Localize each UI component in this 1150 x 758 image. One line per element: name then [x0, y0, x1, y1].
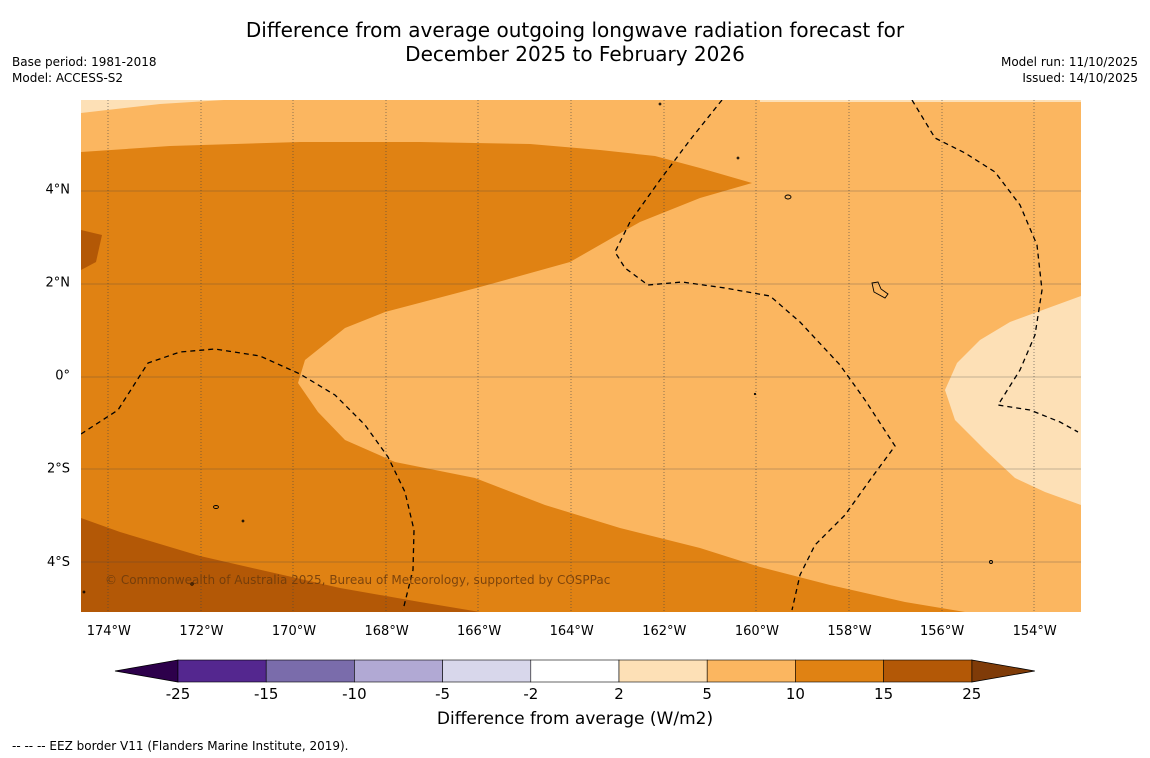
colorbar-segment [883, 659, 973, 683]
colorbar-tick-label: 15 [874, 685, 893, 700]
colorbar-segment [265, 659, 355, 683]
colorbar-tick-label: -25 [166, 685, 191, 700]
lat-tick-label: 0° [55, 369, 70, 384]
colorbar-title: Difference from average (W/m2) [436, 709, 714, 729]
colorbar-extend-high [971, 659, 1035, 683]
island-9 [82, 590, 86, 594]
colorbar: -25 -15 -10 -5 -2 2 5 10 15 25 [114, 659, 1035, 700]
chart-title: Difference from average outgoing longwav… [0, 18, 1150, 66]
metadata-left: Base period: 1981-2018 Model: ACCESS-S2 [12, 54, 157, 86]
colorbar-segment [530, 659, 620, 683]
island-4 [241, 519, 245, 523]
title-line-2: December 2025 to February 2026 [405, 42, 745, 66]
colorbar-tick-label: 5 [702, 685, 712, 700]
lon-tick-label: 170°W [272, 624, 316, 639]
eez-border-east [911, 100, 1079, 433]
model-name: Model: ACCESS-S2 [12, 71, 124, 85]
lat-tick-label: 2°S [47, 462, 70, 477]
island-2 [871, 281, 889, 299]
field-band-15-25-west [81, 230, 102, 270]
colorbar-segment [354, 659, 443, 683]
colorbar-tick-label: 2 [614, 685, 624, 700]
lon-tick-label: 166°W [457, 624, 501, 639]
colorbar-segment [795, 659, 884, 683]
field-band-2-5-east [945, 296, 1081, 505]
island-1 [784, 194, 792, 200]
lon-tick-label: 164°W [550, 624, 594, 639]
island-7 [753, 392, 757, 396]
field-band-10-15 [81, 142, 965, 612]
graticule [81, 100, 1081, 612]
colorbar-tick-label: -2 [523, 685, 538, 700]
island-10 [190, 582, 194, 586]
island-3 [213, 505, 219, 509]
longitude-tick-labels: 174°W 172°W 170°W 168°W 166°W 164°W 162°W 160°W… [87, 624, 1057, 639]
copyright-text: © Commonwealth of Australia 2025, Bureau… [105, 573, 610, 587]
colorbar-tick-label: -15 [254, 685, 279, 700]
islands [82, 102, 993, 594]
title-line-1: Difference from average outgoing longwav… [245, 18, 905, 42]
model-run: Model run: 11/10/2025 [1000, 55, 1138, 69]
metadata-right: Model run: 11/10/2025 Issued: 14/10/2025 [1001, 54, 1138, 86]
eez-borders [81, 100, 1079, 611]
lon-tick-label: 174°W [87, 624, 131, 639]
colorbar-segment [442, 659, 532, 683]
eez-footnote: -- -- -- EEZ border V11 (Flanders Marine… [12, 739, 349, 753]
lat-tick-label: 4°N [46, 182, 71, 197]
lon-tick-label: 160°W [735, 624, 779, 639]
colorbar-tick-label: -5 [435, 685, 450, 700]
field-band-2-5-north-right [760, 100, 1081, 102]
colorbar-segment [706, 659, 796, 683]
colorbar-extend-low [114, 659, 179, 683]
colorbar-tick-label: 10 [786, 685, 805, 700]
map-plot-area: © Commonwealth of Australia 2025, Bureau… [81, 100, 1081, 612]
eez-border-west [81, 348, 415, 611]
lat-tick-label: 4°S [47, 555, 70, 570]
island-6 [658, 102, 662, 106]
lon-tick-label: 162°W [642, 624, 686, 639]
map-figure: © Commonwealth of Australia 2025, Bureau… [46, 100, 1081, 700]
lat-tick-label: 2°N [46, 276, 71, 291]
field-band-15-25-south [81, 518, 480, 612]
colorbar-tick-label: 25 [962, 685, 981, 700]
latitude-tick-labels: 4°N 2°N 0° 2°S 4°S [46, 182, 71, 569]
field-band-2-5-north [81, 100, 224, 113]
island-8 [989, 560, 993, 564]
island-5 [736, 156, 740, 160]
colorbar-tick-label: -10 [342, 685, 367, 700]
lon-tick-label: 172°W [179, 624, 223, 639]
lon-tick-label: 154°W [1013, 624, 1057, 639]
lon-tick-label: 156°W [920, 624, 964, 639]
colorbar-segment [177, 659, 267, 683]
issued-date: Issued: 14/10/2025 [1022, 71, 1138, 85]
lon-tick-label: 158°W [827, 624, 871, 639]
lon-tick-label: 168°W [365, 624, 409, 639]
base-period: Base period: 1981-2018 [12, 55, 157, 69]
colorbar-segment [618, 659, 708, 683]
